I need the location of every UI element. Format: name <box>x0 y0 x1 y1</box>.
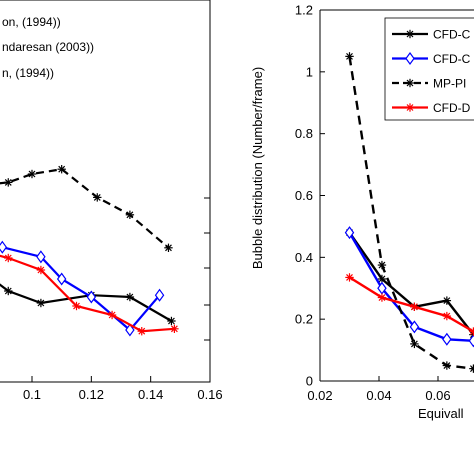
right-series-2-point <box>468 334 474 348</box>
right-series-4-point <box>442 311 452 321</box>
left-series-3-line <box>0 168 170 249</box>
left-legend-label-2: ndaresan (2003)) <box>2 40 94 54</box>
right-y-tick-label: 0.8 <box>295 126 313 141</box>
right-legend-label-2: CFD-C <box>433 52 471 66</box>
right-y-tick-label: 1 <box>306 64 313 79</box>
right-legend-marker-2 <box>405 51 415 66</box>
left-series-4-point <box>170 324 179 333</box>
right-series-2-point <box>409 320 420 334</box>
left-series-3-point <box>4 178 13 187</box>
right-legend-marker-4 <box>405 103 415 112</box>
right-legend-marker-1 <box>405 29 415 39</box>
left-series-3-point <box>125 210 135 219</box>
right-series-3-point <box>469 364 474 373</box>
right-x-axis-label: Equivall <box>418 406 464 421</box>
right-series-4-point <box>410 302 419 311</box>
right-series-4-point <box>377 293 387 302</box>
left-series-3-point <box>57 165 66 174</box>
right-series-1-line <box>348 231 474 336</box>
left-series-4-point <box>137 327 146 336</box>
left-series-3-point <box>93 193 102 202</box>
right-x-tick-label: 0.06 <box>425 388 450 403</box>
right-y-tick-label: 1.2 <box>295 3 313 18</box>
left-series-4-point <box>107 310 117 320</box>
left-series-4-point <box>72 301 81 311</box>
left-panel: 0.1 0.12 0.14 0.16 on, (1994)) ndaresan (20… <box>0 0 223 402</box>
right-legend-marker-3 <box>405 78 415 88</box>
left-series-4-point <box>36 265 46 275</box>
right-legend-label-1: CFD-C <box>433 28 471 42</box>
left-series-2-point <box>0 240 8 254</box>
right-series-4-point <box>345 273 354 282</box>
left-series-3-point <box>27 169 37 179</box>
right-series-3-point <box>377 260 387 270</box>
left-x-tick-label: 0.14 <box>138 387 163 402</box>
right-series-1-point <box>442 296 452 305</box>
right-series-3-point <box>345 52 354 61</box>
left-x-tick-label: 0.12 <box>79 387 104 402</box>
left-series-2-point <box>56 272 67 286</box>
right-series-2-point <box>344 226 355 240</box>
right-series-3-line <box>348 56 474 370</box>
right-series-3-point <box>442 361 452 370</box>
left-series-1-point <box>125 292 135 302</box>
left-series-2-point <box>36 250 46 264</box>
left-series-2-point <box>154 288 165 302</box>
right-series-2-point <box>442 332 452 346</box>
left-series-2-line <box>0 245 161 332</box>
left-series-4-point <box>4 253 13 263</box>
right-series-3-point <box>410 339 419 349</box>
right-y-tick-label: 0.6 <box>295 188 313 203</box>
right-x-tick-label: 0.04 <box>366 388 391 403</box>
left-plot-frame <box>0 0 211 383</box>
left-x-tick-label: 0.1 <box>23 387 41 402</box>
left-series-1-point <box>36 298 46 308</box>
right-panel: 0 0.2 0.4 0.6 0.8 1 1.2 0.02 0.04 0.06 Bubble dis… <box>250 3 474 421</box>
right-legend-label-4: CFD-D <box>433 101 471 115</box>
right-y-tick-label: 0 <box>306 374 313 389</box>
right-y-axis-label: Bubble distribution (Number/frame) <box>250 67 265 269</box>
left-series-1-line <box>0 283 172 322</box>
right-legend: CFD-C CFD-C MP-PI CFD-D <box>384 17 474 121</box>
left-legend-label-1: on, (1994)) <box>2 15 61 29</box>
right-series-4-point <box>469 327 474 336</box>
right-legend-label-3: MP-PI <box>433 77 466 91</box>
left-series-1-point <box>167 316 176 326</box>
left-legend: on, (1994)) ndaresan (2003)) n, (1994)) <box>2 15 94 80</box>
left-series-2-point <box>125 323 135 337</box>
left-series-3-point <box>164 243 173 252</box>
right-y-tick-label: 0.4 <box>295 250 313 265</box>
left-x-tick-label: 0.16 <box>197 387 222 402</box>
right-y-tick-label: 0.2 <box>295 312 313 327</box>
left-series-1-point <box>4 286 13 296</box>
left-series-4-line <box>0 254 175 333</box>
left-series-2-point <box>86 290 97 304</box>
right-x-tick-label: 0.02 <box>307 388 332 403</box>
left-legend-label-3: n, (1994)) <box>2 66 54 80</box>
